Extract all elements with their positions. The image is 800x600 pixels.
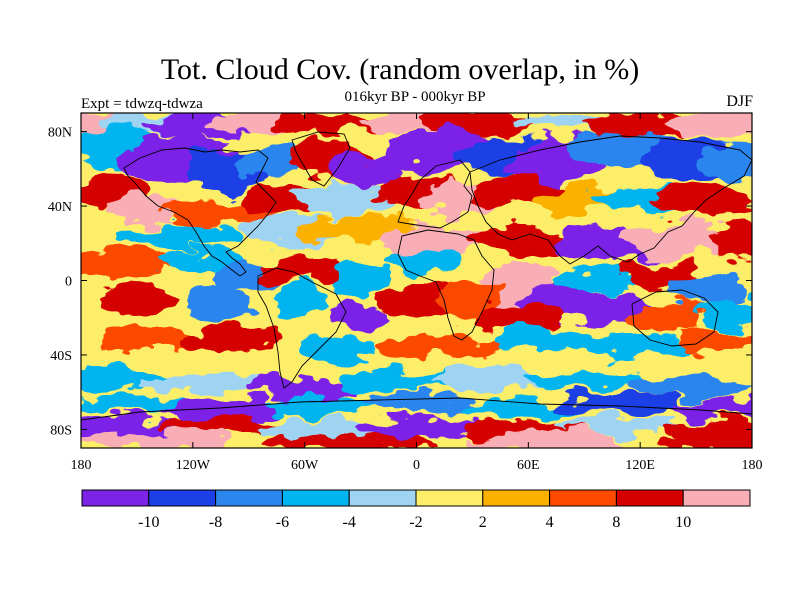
experiment-label: Expt = tdwzq-tdwza — [81, 96, 203, 112]
coast-antarctica — [81, 397, 752, 421]
y-tick-label: 40N — [48, 200, 72, 215]
colorbar-swatch — [682, 489, 751, 507]
colorbar-swatch — [148, 489, 217, 507]
x-tick-label: 120W — [176, 458, 211, 473]
colorbar-swatch — [415, 489, 484, 507]
coastlines — [81, 131, 752, 421]
coast-asia — [469, 135, 752, 265]
colorbar-labels: -10 -8 -6 -4 -2 2 4 8 10 — [138, 514, 691, 531]
x-tick-label: 0 — [413, 458, 420, 473]
y-tick-label: 80N — [48, 126, 72, 141]
coast-south-america — [257, 267, 347, 389]
coast-africa — [397, 229, 495, 341]
colorbar-swatch — [482, 489, 551, 507]
colorbar-label: -10 — [138, 514, 159, 531]
y-tick-label: 40S — [50, 349, 72, 364]
cloud-anomaly-field — [81, 113, 752, 448]
colorbar-label: 4 — [546, 514, 554, 531]
colorbar-swatch — [615, 489, 684, 507]
colorbar — [81, 489, 751, 507]
colorbar-label: 10 — [675, 514, 691, 531]
colorbar-label: -6 — [276, 514, 289, 531]
chart-title: Tot. Cloud Cov. (random overlap, in %) — [160, 53, 640, 86]
chart-subtitle: 016kyr BP - 000kyr BP — [344, 89, 486, 105]
coast-europe — [397, 159, 473, 229]
colorbar-swatch — [281, 489, 350, 507]
y-tick-labels: 80N 40N 0 40S 80S — [48, 126, 72, 439]
colorbar-swatch — [81, 489, 150, 507]
colorbar-label: -2 — [409, 514, 422, 531]
colorbar-swatch — [215, 489, 283, 507]
x-tick-label: 60E — [517, 458, 540, 473]
colorbar-swatch — [348, 489, 417, 507]
axis-ticks — [80, 113, 753, 448]
colorbar-label: -4 — [343, 514, 356, 531]
coast-greenland — [291, 131, 351, 187]
colorbar-label: -8 — [209, 514, 222, 531]
season-label: DJF — [726, 93, 753, 110]
x-tick-labels: 180 120W 60W 0 60E 120E 180 — [71, 458, 763, 473]
x-tick-label: 120E — [625, 458, 655, 473]
x-tick-label: 180 — [742, 458, 763, 473]
colorbar-label: 2 — [479, 514, 487, 531]
y-tick-label: 80S — [50, 423, 72, 438]
y-tick-label: 0 — [65, 275, 72, 290]
x-tick-label: 60W — [291, 458, 319, 473]
x-tick-label: 180 — [71, 458, 92, 473]
coast-australia — [631, 289, 719, 347]
coast-north-america — [123, 147, 277, 277]
colorbar-label: 8 — [612, 514, 620, 531]
colorbar-swatch — [549, 489, 617, 507]
